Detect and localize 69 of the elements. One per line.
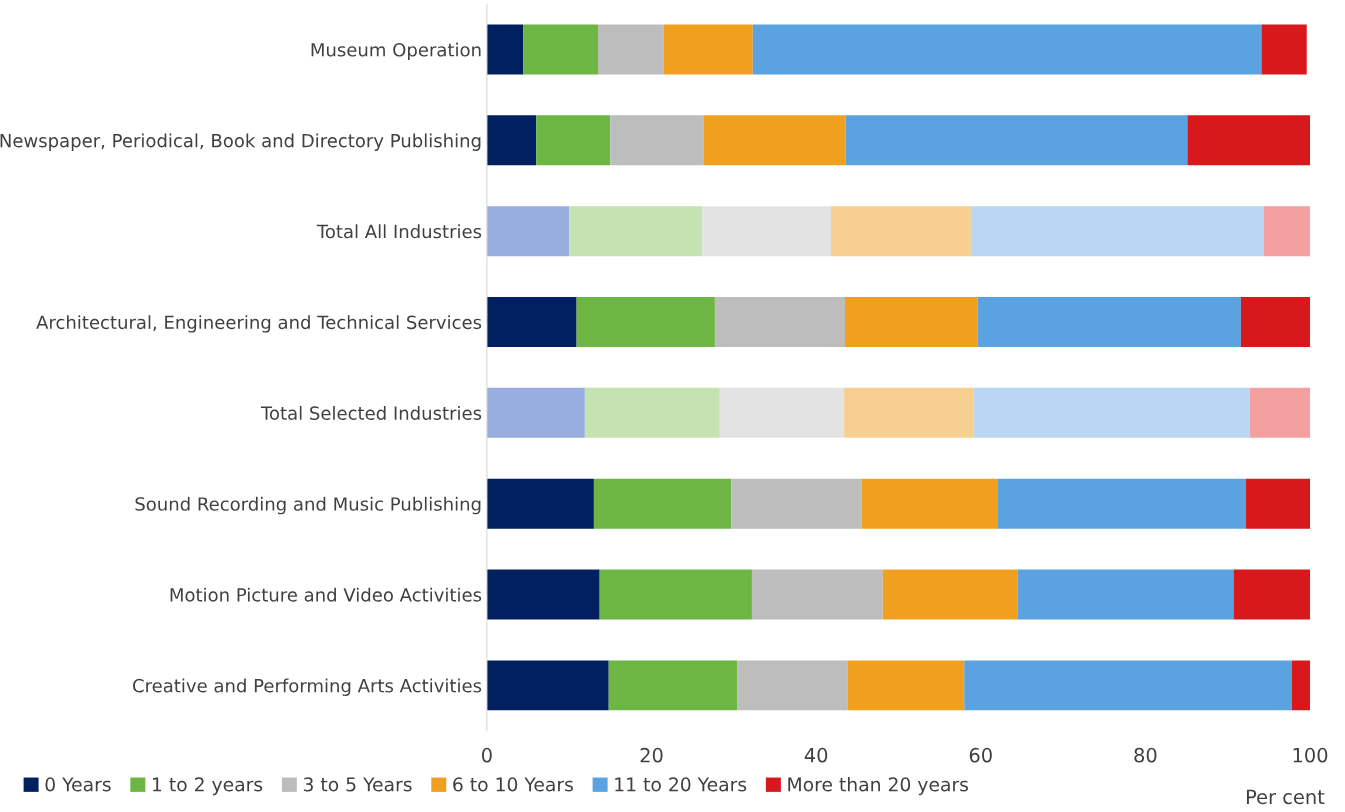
bar	[569, 206, 703, 257]
bar	[844, 297, 978, 347]
bar	[1263, 206, 1311, 257]
bar	[970, 206, 1264, 257]
x-tick-label: 100	[1293, 747, 1328, 763]
y-tick-label: Total Selected Industries	[260, 405, 482, 420]
bar	[844, 387, 974, 438]
bar	[576, 297, 715, 347]
y-tick-label: Motion Picture and Video Activities	[170, 587, 482, 602]
x-tick-label: 60	[969, 747, 992, 763]
y-tick-label: Total All Industries	[316, 224, 482, 239]
bar	[964, 660, 1292, 711]
x-axis-title: Per cent	[1246, 789, 1325, 805]
legend-label: 6 to 10 Years	[453, 777, 573, 792]
y-tick-label: Architectural, Engineering and Technical Services	[36, 315, 482, 333]
x-tick-label: 20	[640, 747, 663, 763]
bar	[702, 206, 831, 257]
bar	[751, 569, 883, 620]
bar	[486, 478, 594, 529]
bar	[1233, 569, 1311, 620]
bar	[608, 660, 738, 711]
bar	[830, 206, 971, 257]
bar	[486, 115, 537, 166]
bar	[845, 115, 1188, 166]
bar	[737, 660, 848, 711]
bar	[997, 478, 1246, 529]
bar	[1291, 660, 1311, 711]
bar	[861, 478, 998, 529]
bar	[523, 24, 599, 75]
bar	[486, 660, 609, 711]
bar	[1245, 478, 1311, 529]
y-tick-label: Sound Recording and Music Publishing	[135, 496, 481, 515]
bar	[719, 387, 845, 438]
bar	[752, 24, 1262, 75]
bar	[847, 660, 965, 711]
legend-label: 3 to 5 Years	[303, 777, 412, 792]
y-tick-label: Museum Operation	[311, 42, 481, 61]
x-tick-label: 0	[481, 747, 492, 763]
bar	[593, 478, 732, 529]
bar	[703, 115, 846, 166]
bar	[1240, 297, 1311, 347]
bar	[663, 24, 753, 75]
bar	[486, 569, 600, 620]
bar	[486, 24, 524, 75]
bar	[1017, 569, 1234, 620]
bar	[1249, 387, 1311, 438]
legend-label: More than 20 years	[788, 776, 968, 796]
bar	[977, 297, 1241, 347]
x-tick-label: 40	[804, 747, 828, 763]
legend-label: 1 to 2 years	[153, 777, 263, 796]
x-tick-label: 80	[1134, 747, 1157, 763]
bar	[486, 206, 570, 257]
y-tick-label: Creative and Performing Arts Activities	[133, 678, 482, 696]
bar	[714, 297, 845, 347]
bar	[486, 297, 577, 347]
bar	[973, 387, 1250, 438]
bar	[882, 569, 1018, 620]
bar	[731, 478, 862, 529]
y-tick-label: Newspaper, Periodical, Book and Directory Publishing	[0, 133, 481, 151]
bar	[610, 115, 704, 166]
legend-label: 0 Years	[45, 777, 111, 792]
bar	[486, 387, 585, 438]
bar	[598, 24, 664, 75]
legend-label: 11 to 20 Years	[615, 777, 747, 792]
bar	[584, 387, 720, 438]
bar	[599, 569, 752, 620]
bar	[536, 115, 611, 166]
bar	[1187, 115, 1311, 166]
bar	[1261, 24, 1307, 75]
